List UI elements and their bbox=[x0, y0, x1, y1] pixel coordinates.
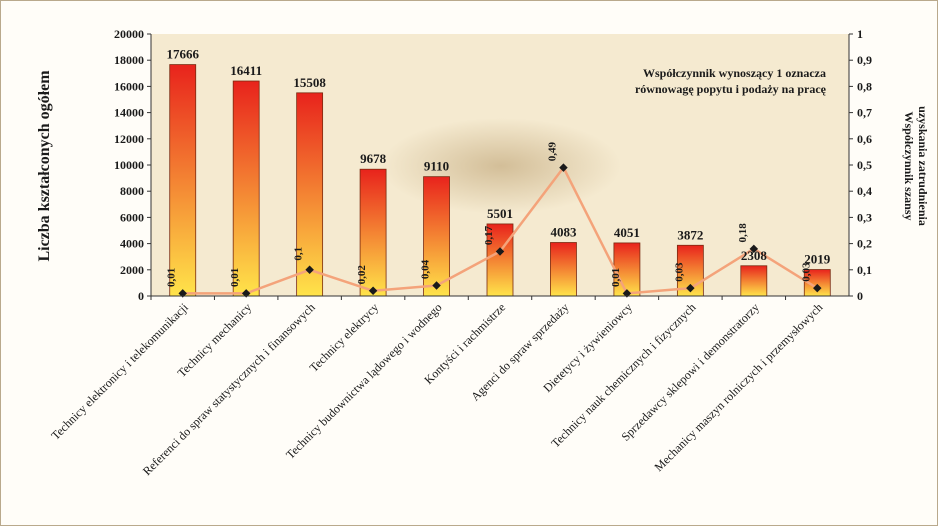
bar-value-label: 15508 bbox=[293, 75, 326, 90]
y-tick-label: 0 bbox=[138, 289, 144, 303]
line-value-label: 0,1 bbox=[293, 247, 305, 261]
y2-tick-label: 0,2 bbox=[857, 237, 872, 251]
bar-value-label: 4051 bbox=[614, 225, 640, 240]
y-tick-label: 18000 bbox=[114, 53, 144, 67]
plot-glow bbox=[381, 118, 621, 214]
y2-tick-label: 0,5 bbox=[857, 158, 872, 172]
line-marker bbox=[305, 265, 314, 275]
bar bbox=[550, 242, 577, 297]
labels-layer: 17666 16411 15508 9678 9110 5501 4083 4051 3872 2… bbox=[166, 47, 831, 287]
line-value-label: 0,18 bbox=[737, 223, 749, 243]
bar-value-label: 16411 bbox=[230, 63, 262, 78]
y2-tick-label: 0,1 bbox=[857, 263, 872, 277]
x-tick-label: Technicy elektronicy i telekomunikacji bbox=[48, 300, 191, 443]
x-tick-label: Sprzedawcy sklepowi i demonstratorzy bbox=[618, 300, 762, 444]
bar-value-label: 2308 bbox=[741, 248, 768, 263]
line-value-label: 0,01 bbox=[229, 268, 241, 287]
bar-value-label: 17666 bbox=[166, 47, 199, 62]
y-tick-label: 10000 bbox=[114, 158, 144, 172]
line-value-label: 0,01 bbox=[610, 268, 622, 287]
y2-tick-label: 0,4 bbox=[857, 184, 872, 198]
bar bbox=[296, 92, 324, 297]
line-value-label: 0,17 bbox=[483, 225, 495, 245]
y-tick-label: 14000 bbox=[114, 106, 144, 120]
line-marker bbox=[686, 283, 695, 293]
y-tick-label: 8000 bbox=[120, 184, 144, 198]
y-axis-title: Liczba kształconych ogółem bbox=[36, 70, 53, 262]
bar-value-label: 4083 bbox=[550, 225, 577, 240]
bar-value-label: 3872 bbox=[677, 227, 703, 242]
y-tick-label: 12000 bbox=[114, 132, 144, 146]
bar-value-label: 2019 bbox=[804, 252, 831, 267]
line-value-label: 0,04 bbox=[420, 259, 432, 279]
y2-tick-label: 0,3 bbox=[857, 210, 872, 224]
y-tick-label: 2000 bbox=[120, 263, 144, 277]
y-tick-label: 4000 bbox=[120, 237, 144, 251]
y2-tick-label: 0,9 bbox=[857, 53, 872, 67]
line-marker bbox=[368, 286, 378, 296]
y-tick-label: 16000 bbox=[114, 79, 144, 93]
bar bbox=[169, 64, 197, 297]
y-tick-label: 6000 bbox=[120, 210, 144, 224]
bar-value-label: 9110 bbox=[424, 159, 449, 174]
y2-tick-label: 1 bbox=[857, 27, 863, 41]
y2-tick-label: 0,6 bbox=[857, 132, 872, 146]
bar bbox=[740, 265, 768, 297]
annotation-line1: Współczynnik wynoszący 1 oznacza bbox=[643, 66, 826, 80]
y2-tick-label: 0 bbox=[857, 289, 863, 303]
line-marker bbox=[432, 281, 441, 290]
line-marker bbox=[813, 283, 822, 293]
y-tick-label: 20000 bbox=[114, 27, 144, 41]
bar bbox=[232, 80, 260, 297]
line-value-label: 0,03 bbox=[800, 262, 812, 282]
bar-value-label: 9678 bbox=[360, 151, 387, 166]
bars-layer bbox=[169, 64, 831, 297]
annotation-line2: równowagę popytu i podaży na pracę bbox=[635, 82, 827, 96]
line-value-label: 0,02 bbox=[356, 265, 368, 285]
line-value-label: 0,03 bbox=[673, 262, 685, 282]
y2-axis-title-line2: uzyskania zatrudnienia bbox=[916, 106, 930, 226]
y2-tick-label: 0,8 bbox=[857, 79, 872, 93]
line-marker bbox=[495, 247, 505, 256]
line-value-label: 0,01 bbox=[166, 268, 178, 287]
line-value-label: 0,49 bbox=[546, 141, 558, 161]
bar-value-label: 5501 bbox=[487, 206, 513, 221]
y2-axis-title-line1: Współczynnik szansy bbox=[902, 111, 916, 220]
y2-tick-label: 0,7 bbox=[857, 106, 872, 120]
